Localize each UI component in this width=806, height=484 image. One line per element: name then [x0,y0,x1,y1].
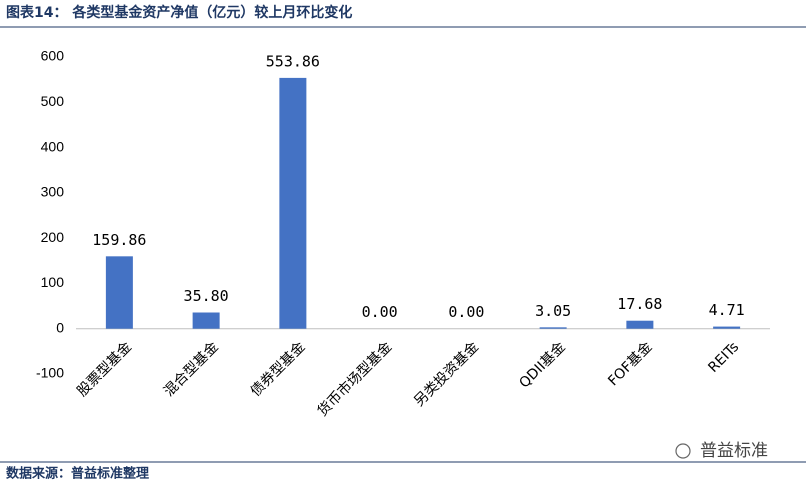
y-tick-label: 100 [41,274,65,290]
y-tick-label: 0 [56,319,64,335]
y-tick-label: 200 [41,229,65,245]
x-tick-label: 债券型基金 [247,338,309,400]
watermark-icon [675,443,691,459]
bar [713,326,741,329]
chart-title: 图表14： 各类型基金资产净值（亿元）较上月环比变化 [6,4,352,21]
value-label: 0.00 [362,303,398,321]
x-tick-label: 混合型基金 [160,338,222,400]
value-label: 553.86 [266,52,320,70]
y-tick-label: 500 [41,93,65,109]
x-tick-label: 股票型基金 [74,338,136,400]
bar [279,77,307,329]
watermark: 普益标准 [700,441,768,461]
bar [539,327,567,329]
value-label: 159.86 [92,231,146,249]
value-label: 4.71 [709,301,745,319]
y-tick-label: -100 [36,365,64,381]
y-tick-label: 600 [41,48,65,64]
value-label: 3.05 [535,302,571,320]
source-note: 数据来源：普益标准整理 [6,466,149,482]
y-tick-label: 300 [41,184,65,200]
x-tick-label: REITs [705,339,742,376]
bar [626,320,654,329]
bar [105,256,133,329]
y-tick-label: 400 [41,138,65,154]
x-tick-label: FOF基金 [605,338,656,389]
value-label: 17.68 [617,295,662,313]
x-tick-label: 货币市场型基金 [314,338,395,419]
value-label: 0.00 [448,303,484,321]
bar [192,312,220,329]
x-tick-label: 另类投资基金 [411,338,482,409]
value-label: 35.80 [184,287,229,305]
x-tick-label: QDII基金 [516,338,569,391]
